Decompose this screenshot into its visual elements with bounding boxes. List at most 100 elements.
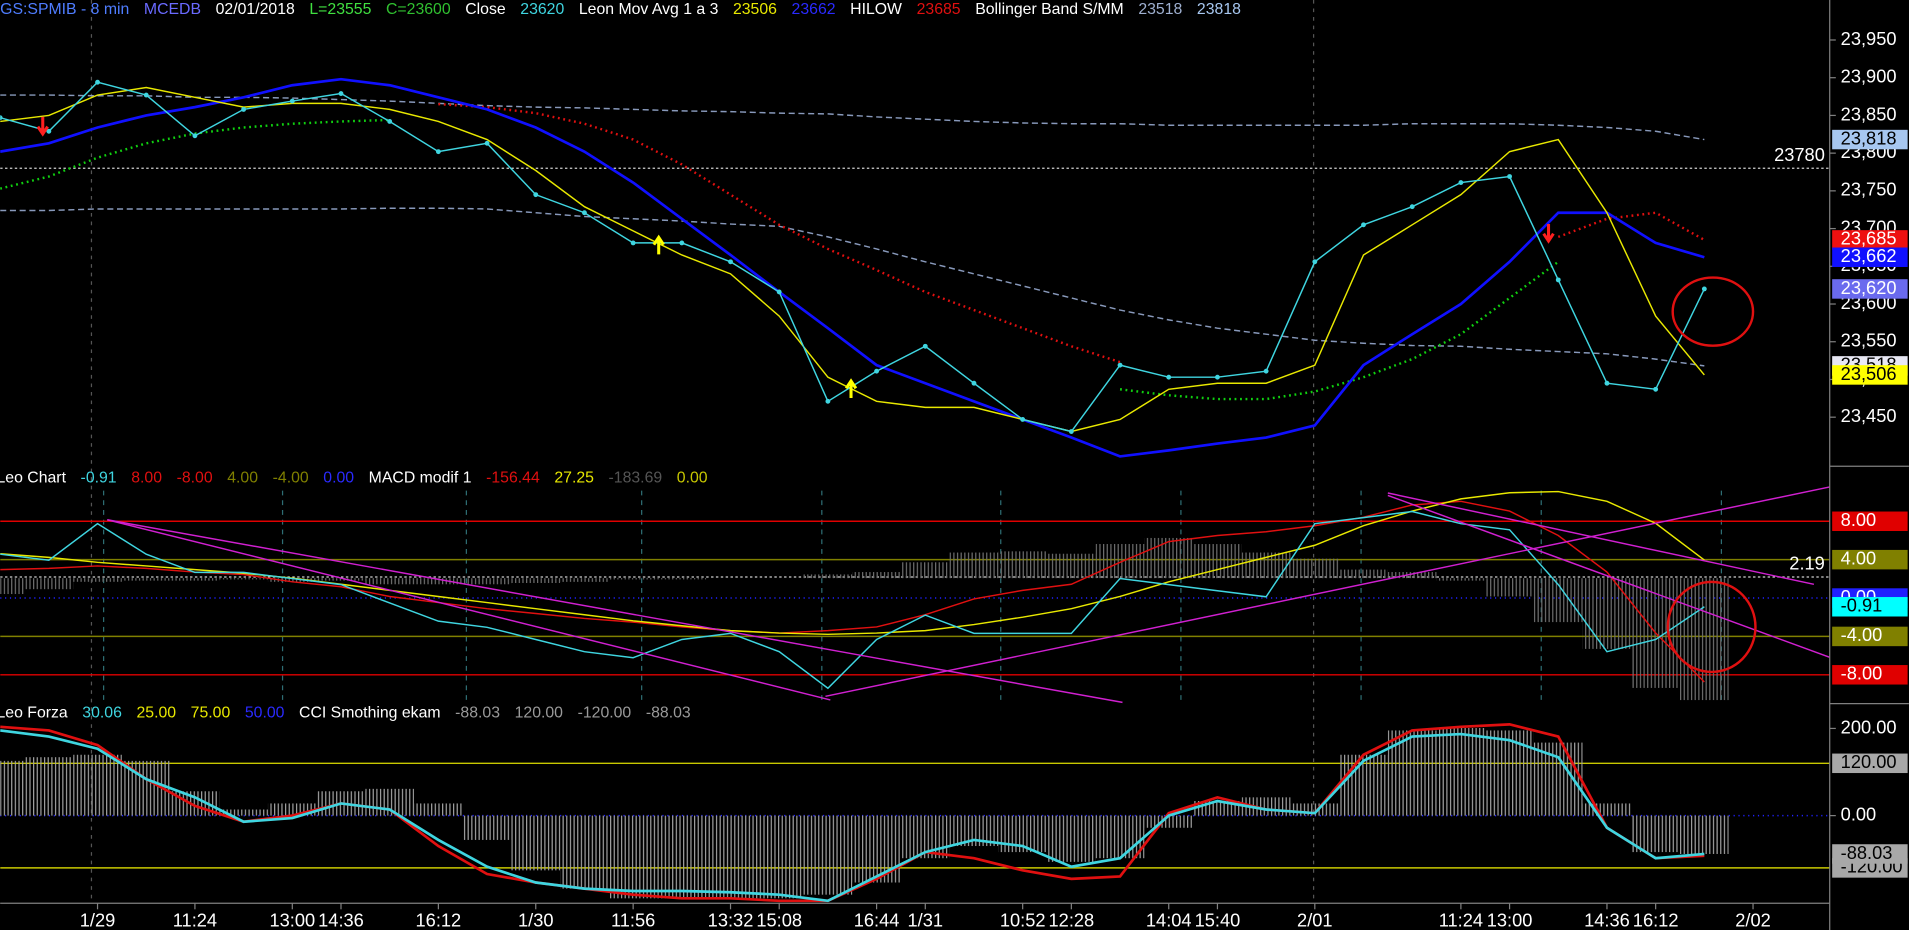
histogram-bar: [608, 815, 658, 899]
x-tick-label: 15:08: [756, 909, 802, 930]
buy-arrow: [844, 378, 858, 399]
highlight-circle: [1671, 276, 1755, 347]
data-point: [582, 210, 587, 216]
x-tick-label: 13:32: [708, 909, 754, 930]
histogram-bar: [1241, 552, 1291, 579]
data-point: [435, 149, 441, 155]
histogram-bar: [706, 815, 755, 899]
data-point: [1653, 386, 1659, 392]
histogram-bar: [1095, 543, 1145, 579]
x-tick-label: 13:00: [269, 909, 315, 930]
legend-entry: 0.00: [677, 470, 708, 487]
data-point: [1458, 180, 1464, 185]
data-point: [1117, 362, 1123, 368]
histogram-bar: [1485, 578, 1534, 597]
legend-entry: 8.00: [131, 470, 162, 487]
x-tick-label: 14:04: [1146, 909, 1192, 930]
data-point: [95, 79, 100, 85]
level-label: -4.00: [1841, 624, 1883, 645]
histogram-bar: [73, 578, 122, 582]
x-tick-label: 1/29: [80, 909, 116, 930]
day-separators: [90, 0, 1315, 904]
last-value-label: 23,685: [1841, 228, 1897, 249]
data-point: [289, 98, 295, 104]
histogram-bar: [608, 578, 658, 580]
x-tick-label: 14:36: [318, 909, 364, 930]
histogram-bar: [803, 574, 853, 579]
last-value-box: [1832, 365, 1908, 385]
histogram-bar: [1193, 544, 1242, 579]
sell-arrow: [36, 116, 49, 137]
histogram-bar: [1679, 815, 1729, 854]
data-point: [825, 398, 831, 404]
data-point: [1604, 380, 1610, 386]
histogram-bar: [1533, 742, 1583, 816]
x-tick-label: 1/31: [908, 909, 944, 930]
legend-entry: 30.06: [82, 704, 122, 721]
histogram-bar: [316, 578, 366, 581]
plots: [0, 77, 1830, 903]
legend-entry: 23818: [1197, 1, 1241, 18]
data-point: [241, 106, 247, 112]
legend-entry: 23620: [520, 1, 564, 18]
x-tick-label: 10:52: [1000, 909, 1046, 930]
highlight-circle: [1666, 580, 1757, 674]
level-box: [1832, 511, 1908, 532]
histogram-bar: [267, 578, 317, 582]
data-point: [533, 192, 539, 198]
x-tick-label: 13:00: [1487, 909, 1533, 930]
trendline: [825, 486, 1830, 697]
histogram-bar: [365, 788, 415, 816]
last-value-box: [1832, 129, 1908, 150]
legend-entry: 0.00: [323, 470, 354, 487]
legend-entry: Leo Chart: [0, 470, 67, 487]
x-tick-label: 1/30: [518, 909, 554, 930]
data-point: [1312, 259, 1318, 265]
legend-entry: Leon Mov Avg 1 a 3: [579, 1, 719, 18]
y-tick-label: 23,550: [1841, 330, 1897, 351]
data-point: [922, 343, 928, 349]
histogram-bar: [657, 578, 707, 580]
histogram-bar: [414, 578, 463, 585]
last-value-box: [1832, 597, 1908, 617]
legend-entry: 50.00: [245, 704, 285, 721]
histogram-bar: [1144, 815, 1194, 828]
level-box: [1832, 665, 1908, 685]
x-tick-label: 15:40: [1195, 909, 1241, 930]
data-point: [484, 140, 490, 146]
legend-entry: 23685: [917, 1, 961, 18]
histogram-bar: [998, 551, 1048, 579]
histogram-bar: [219, 578, 268, 580]
y-tick-label: 23,450: [1841, 405, 1897, 426]
legend-entry: 25.00: [136, 704, 176, 721]
x-tick-label: 2/02: [1735, 909, 1771, 930]
x-tick-label: 12:28: [1049, 909, 1095, 930]
data-point: [1409, 204, 1415, 210]
x-tick-label: 16:44: [854, 909, 900, 930]
last-value-label: 23,506: [1841, 363, 1897, 384]
histogram-bar: [414, 803, 463, 816]
series-line: [0, 729, 1705, 903]
data-point: [971, 380, 977, 386]
histogram-bar: [1095, 815, 1145, 859]
histogram-bar: [73, 754, 122, 816]
level-label: 4.00: [1841, 547, 1877, 568]
y-tick-label: 0.00: [1841, 803, 1877, 824]
last-value-box: [1832, 844, 1908, 864]
histogram-bar: [1631, 815, 1680, 853]
data-point: [728, 259, 733, 265]
histogram-bar: [24, 578, 74, 590]
panel: [0, 490, 1830, 701]
data-point: [1701, 286, 1707, 292]
sell-arrow: [1542, 223, 1555, 244]
data-point: [1166, 374, 1172, 380]
legend-entry: Bollinger Band S/MM: [975, 1, 1124, 18]
highlight-circles: [1666, 276, 1757, 674]
legend-entry: 27.25: [554, 470, 594, 487]
data-point: [387, 119, 393, 124]
histogram-bar: [1387, 730, 1437, 816]
series-line: [0, 77, 1705, 458]
histogram-bar: [1144, 537, 1194, 579]
